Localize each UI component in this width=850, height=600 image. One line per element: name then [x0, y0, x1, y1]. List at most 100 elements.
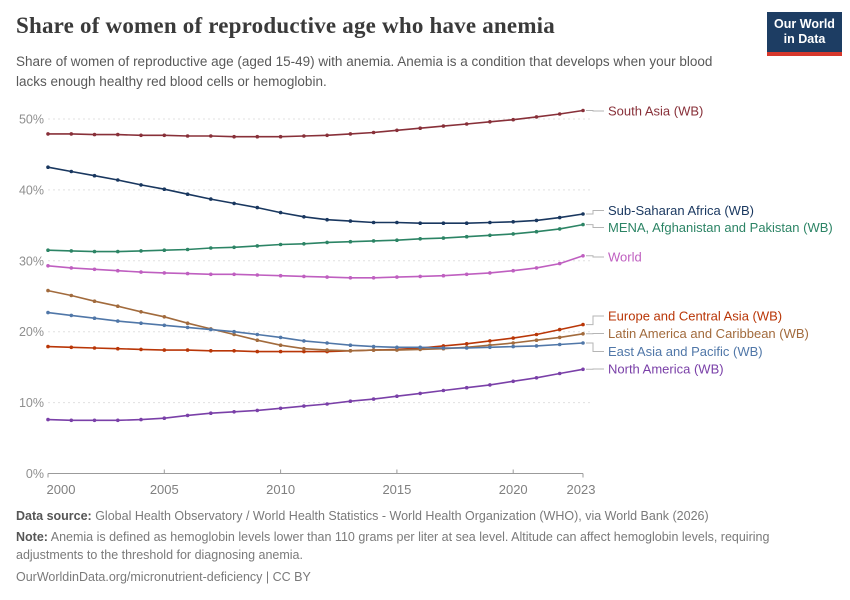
data-point: [209, 411, 213, 416]
data-point: [92, 173, 97, 178]
data-point: [418, 126, 423, 130]
data-point: [441, 124, 446, 128]
data-point: [464, 221, 469, 225]
note-row: Note: Anemia is defined as hemoglobin le…: [16, 529, 834, 565]
series-line-europe-central-asia[interactable]: [47, 323, 584, 353]
data-point: [441, 221, 446, 225]
data-point: [46, 165, 50, 169]
legend-label-sub-saharan-africa[interactable]: Sub-Saharan Africa (WB): [608, 203, 754, 218]
legend-label-south-asia[interactable]: South Asia (WB): [608, 104, 703, 119]
data-point: [325, 133, 329, 138]
chart-footer: Data source: Global Health Observatory /…: [16, 508, 834, 590]
data-point: [395, 345, 399, 350]
data-point: [185, 192, 190, 196]
data-point: [139, 347, 143, 352]
data-point: [46, 417, 50, 422]
data-point: [209, 246, 213, 250]
data-point: [69, 293, 74, 298]
data-point: [92, 346, 97, 350]
data-point: [488, 220, 492, 225]
data-point: [581, 341, 585, 345]
data-point: [69, 132, 74, 136]
series-line-world[interactable]: [47, 255, 584, 279]
data-point: [185, 134, 190, 138]
data-point: [488, 345, 492, 350]
data-point: [395, 394, 399, 399]
data-point: [46, 264, 50, 268]
series-line-mena[interactable]: [47, 223, 584, 253]
data-point: [348, 132, 353, 136]
data-point: [302, 134, 306, 138]
data-point: [162, 187, 167, 191]
data-point: [534, 229, 539, 234]
data-point: [209, 197, 213, 201]
data-point: [69, 313, 74, 318]
legend-label-north-america[interactable]: North America (WB): [608, 362, 724, 377]
data-point: [209, 327, 213, 332]
series-line-east-asia-pacific[interactable]: [47, 311, 584, 349]
legend-connector: [586, 224, 604, 228]
legend-connector: [586, 315, 604, 326]
x-tick-label: 2005: [150, 482, 179, 497]
y-tick-label: 0%: [26, 467, 44, 481]
data-point: [162, 315, 167, 319]
data-point: [185, 325, 190, 330]
line-chart[interactable]: 0% 10% 20% 30% 40% 50% 2000 2005 2010 2015 2020 202…: [0, 0, 850, 505]
chart-title: Share of women of reproductive age who h…: [16, 13, 555, 38]
data-point: [325, 402, 329, 406]
data-point: [325, 348, 329, 352]
data-point: [511, 268, 515, 273]
owid-logo[interactable]: Our World in Data: [767, 12, 842, 56]
data-point: [116, 132, 120, 137]
data-point: [488, 383, 492, 387]
series-line-south-asia[interactable]: [48, 109, 584, 138]
data-point: [511, 341, 515, 345]
data-point: [92, 316, 97, 321]
series-line-latin-america[interactable]: [47, 289, 584, 352]
data-point: [255, 338, 260, 343]
data-point: [185, 348, 190, 352]
data-point: [232, 134, 236, 139]
data-point: [534, 338, 539, 343]
legend-label-latin-america[interactable]: Latin America and Caribbean (WB): [608, 326, 809, 341]
data-point: [371, 130, 376, 135]
data-point: [116, 319, 120, 323]
data-point: [511, 379, 515, 384]
legend-label-europe-central-asia[interactable]: Europe and Central Asia (WB): [608, 309, 782, 324]
citation-link[interactable]: OurWorldinData.org/micronutrient-deficie…: [16, 570, 311, 585]
series-line-north-america[interactable]: [47, 368, 584, 422]
data-point: [464, 122, 469, 126]
data-point: [534, 218, 539, 223]
series-line-sub-saharan-africa[interactable]: [47, 166, 584, 224]
data-point: [464, 342, 469, 346]
data-point: [418, 274, 423, 279]
data-point: [418, 345, 423, 350]
data-point: [232, 329, 236, 334]
data-point: [255, 244, 260, 248]
legend-connector: [586, 255, 604, 258]
data-point: [69, 418, 74, 423]
data-point: [69, 266, 74, 270]
data-point: [557, 371, 562, 376]
data-point: [69, 169, 74, 174]
legend-label-east-asia-pacific[interactable]: East Asia and Pacific (WB): [608, 344, 763, 359]
data-point: [534, 266, 539, 270]
data-point: [139, 417, 143, 422]
data-point: [488, 120, 492, 124]
data-point: [418, 237, 423, 241]
data-point: [464, 346, 469, 350]
legend-connector: [586, 210, 604, 215]
data-point: [581, 212, 585, 216]
data-point: [302, 274, 306, 279]
data-point: [92, 249, 97, 254]
legend-label-mena[interactable]: MENA, Afghanistan and Pakistan (WB): [608, 220, 833, 235]
data-point: [139, 249, 143, 253]
data-point: [255, 408, 260, 413]
legend-label-world[interactable]: World: [608, 250, 642, 265]
data-point: [162, 271, 167, 275]
owid-logo-stripe: [767, 51, 842, 56]
data-point: [441, 346, 446, 350]
data-point: [534, 344, 539, 348]
data-point: [302, 404, 306, 408]
